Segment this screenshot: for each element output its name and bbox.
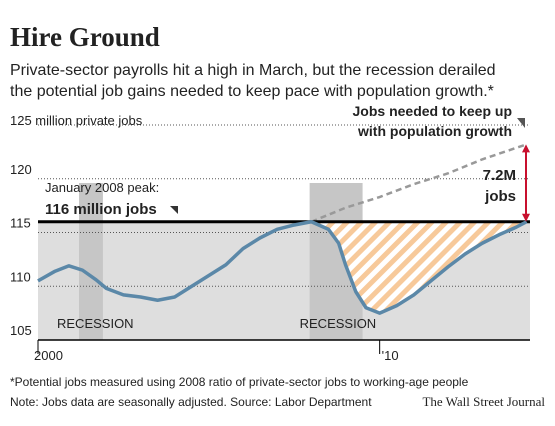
pointer: [517, 118, 525, 128]
arrow-head: [522, 213, 530, 222]
y-tick-label: 110: [10, 269, 31, 284]
footnote: *Potential jobs measured using 2008 rati…: [10, 375, 469, 389]
footnote: Note: Jobs data are seasonally adjusted.…: [10, 395, 372, 409]
pointer: [170, 206, 178, 214]
recession-label: RECESSION: [300, 316, 377, 331]
subtitle: Private-sector payrolls hit a high in Ma…: [10, 62, 496, 79]
gap-label: 7.2M: [483, 167, 516, 184]
shortfall-area: [311, 221, 527, 314]
arrow-head: [522, 144, 530, 153]
projection-line: [310, 143, 527, 223]
data-line: [37, 220, 528, 315]
x-tick-label: 2000: [34, 348, 63, 363]
projection-label: with population growth: [357, 123, 512, 139]
x-tick-label: '10: [382, 348, 399, 363]
y-tick-label: 120: [10, 162, 32, 177]
peak-label: 116 million jobs: [45, 201, 157, 218]
peak-label: January 2008 peak:: [45, 180, 159, 195]
credit: The Wall Street Journal: [422, 394, 545, 409]
subtitle: the potential job gains needed to keep p…: [10, 83, 494, 100]
chart-title: Hire Ground: [10, 22, 160, 52]
gap-label: jobs: [484, 188, 516, 205]
y-tick-label: 125 million private jobs: [10, 113, 143, 128]
y-tick-label: 115: [10, 216, 31, 231]
plot: RECESSION RECESSION 105 110 115 120 125 millio…: [10, 103, 530, 363]
y-tick-label: 105: [10, 323, 32, 338]
projection-label: Jobs needed to keep up: [353, 103, 512, 119]
recession-label: RECESSION: [57, 316, 134, 331]
